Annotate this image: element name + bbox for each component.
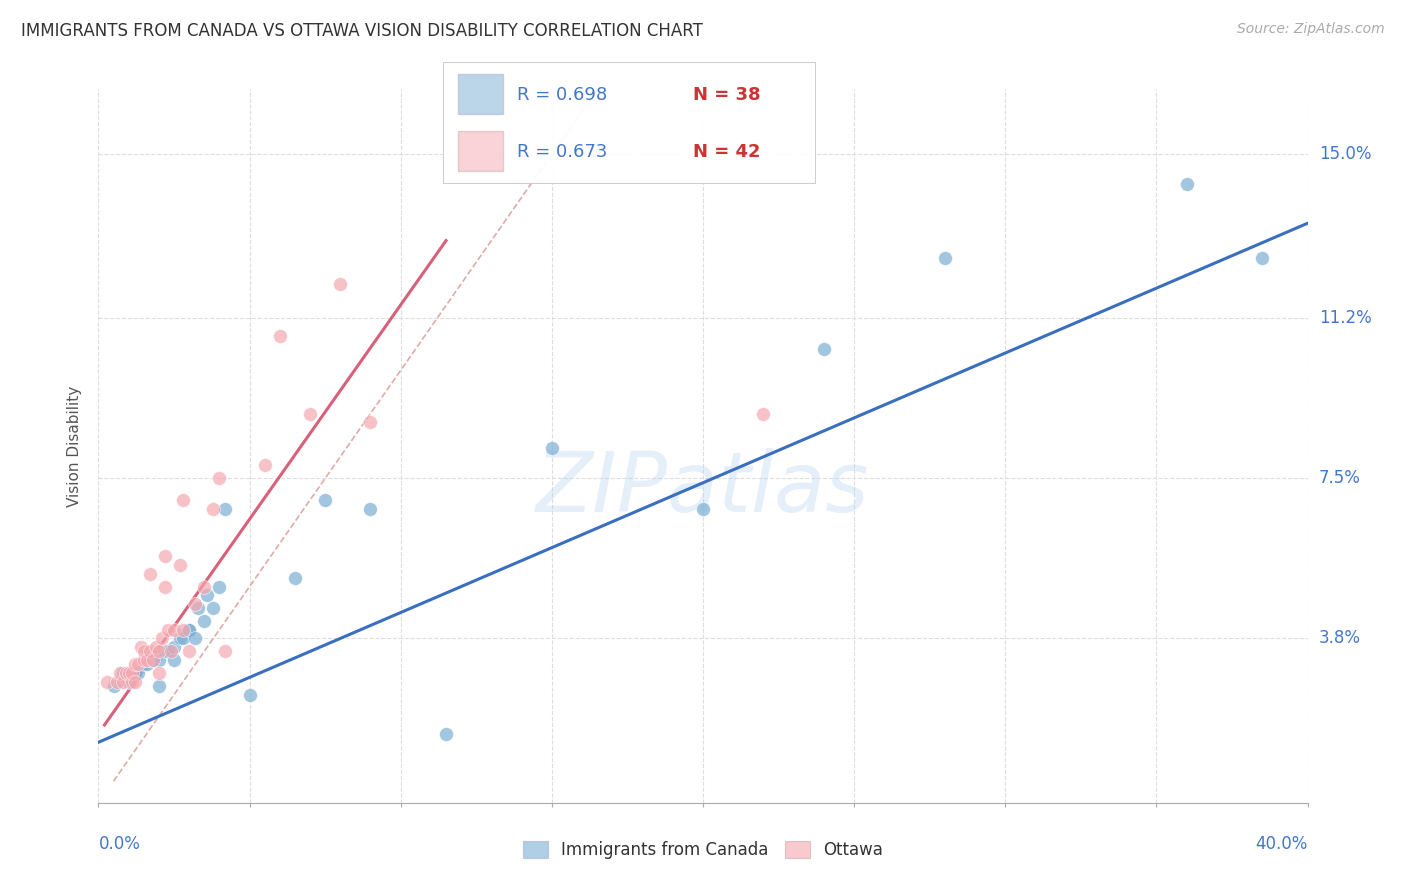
Point: [193, 614, 215, 628]
Point: [239, 688, 262, 702]
Point: [163, 640, 186, 654]
Point: [132, 644, 155, 658]
Point: [124, 666, 146, 681]
Point: [329, 277, 352, 291]
Text: 0.0%: 0.0%: [98, 835, 141, 853]
Point: [177, 644, 201, 658]
FancyBboxPatch shape: [458, 75, 502, 114]
Point: [160, 644, 183, 658]
Point: [127, 657, 149, 672]
Point: [114, 666, 136, 681]
Point: [187, 601, 209, 615]
Point: [208, 471, 231, 485]
Point: [752, 407, 775, 421]
Point: [96, 674, 118, 689]
Legend: Immigrants from Canada, Ottawa: Immigrants from Canada, Ottawa: [516, 834, 890, 866]
Text: Source: ZipAtlas.com: Source: ZipAtlas.com: [1237, 22, 1385, 37]
Point: [172, 623, 194, 637]
Point: [299, 407, 322, 421]
Point: [177, 623, 201, 637]
Point: [314, 493, 336, 508]
Y-axis label: Vision Disability: Vision Disability: [67, 385, 83, 507]
Point: [118, 666, 141, 681]
Point: [208, 580, 231, 594]
Point: [111, 674, 134, 689]
Point: [135, 653, 157, 667]
Point: [692, 501, 714, 516]
Point: [132, 657, 155, 672]
Point: [148, 666, 170, 681]
Point: [284, 571, 307, 585]
Point: [118, 674, 141, 689]
Point: [172, 632, 194, 646]
Point: [1175, 178, 1198, 192]
Point: [105, 674, 128, 689]
Point: [148, 679, 170, 693]
Point: [360, 415, 382, 429]
Point: [540, 441, 562, 455]
Point: [434, 726, 457, 740]
Point: [163, 653, 186, 667]
Point: [121, 674, 143, 689]
Text: N = 42: N = 42: [693, 143, 761, 161]
Point: [169, 558, 191, 572]
Point: [139, 644, 162, 658]
Point: [195, 588, 218, 602]
Point: [124, 674, 146, 689]
Point: [142, 653, 165, 667]
Point: [148, 644, 170, 658]
Text: 40.0%: 40.0%: [1256, 835, 1308, 853]
Point: [269, 328, 291, 343]
Point: [145, 640, 167, 654]
Point: [139, 566, 162, 581]
Point: [132, 653, 155, 667]
Point: [111, 666, 134, 681]
Text: N = 38: N = 38: [693, 86, 761, 104]
Text: ZIPatlas: ZIPatlas: [536, 449, 870, 529]
Point: [1251, 251, 1274, 265]
Point: [103, 679, 125, 693]
Point: [813, 342, 835, 356]
Point: [934, 251, 956, 265]
Point: [142, 653, 165, 667]
Point: [145, 648, 167, 663]
Point: [153, 549, 176, 564]
Point: [153, 644, 176, 658]
Point: [129, 640, 152, 654]
Point: [150, 632, 173, 646]
Point: [202, 601, 225, 615]
Text: 11.2%: 11.2%: [1319, 310, 1371, 327]
Point: [121, 666, 143, 681]
Point: [139, 653, 162, 667]
Point: [184, 597, 207, 611]
Text: 15.0%: 15.0%: [1319, 145, 1371, 163]
Text: IMMIGRANTS FROM CANADA VS OTTAWA VISION DISABILITY CORRELATION CHART: IMMIGRANTS FROM CANADA VS OTTAWA VISION …: [21, 22, 703, 40]
Point: [127, 666, 149, 681]
Point: [163, 623, 186, 637]
Point: [124, 657, 146, 672]
Point: [153, 580, 176, 594]
Point: [169, 632, 191, 646]
Point: [172, 493, 194, 508]
Text: 7.5%: 7.5%: [1319, 469, 1361, 487]
Point: [253, 458, 276, 473]
Text: 3.8%: 3.8%: [1319, 630, 1361, 648]
Point: [193, 580, 215, 594]
Text: R = 0.673: R = 0.673: [517, 143, 607, 161]
Point: [360, 501, 382, 516]
Point: [202, 501, 225, 516]
FancyBboxPatch shape: [458, 131, 502, 171]
Point: [177, 623, 201, 637]
Point: [156, 623, 179, 637]
Point: [135, 657, 157, 672]
Point: [108, 666, 131, 681]
Point: [214, 644, 236, 658]
Point: [184, 632, 207, 646]
Point: [214, 501, 236, 516]
Point: [148, 653, 170, 667]
Point: [156, 644, 179, 658]
Text: R = 0.698: R = 0.698: [517, 86, 607, 104]
